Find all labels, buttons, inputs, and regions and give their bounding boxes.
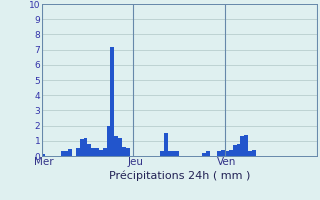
Bar: [206, 151, 210, 156]
Bar: [107, 126, 110, 156]
Bar: [118, 138, 122, 156]
Bar: [236, 144, 240, 156]
Bar: [172, 151, 175, 156]
Bar: [252, 150, 256, 156]
Bar: [103, 148, 107, 156]
Bar: [65, 151, 68, 156]
Bar: [217, 151, 221, 156]
Bar: [229, 150, 233, 156]
Bar: [225, 151, 229, 156]
Bar: [61, 151, 65, 156]
Bar: [95, 148, 99, 156]
Bar: [122, 147, 126, 156]
Bar: [168, 151, 172, 156]
Bar: [91, 148, 95, 156]
Bar: [80, 139, 84, 156]
Bar: [99, 150, 103, 156]
Bar: [114, 136, 118, 156]
Bar: [76, 148, 80, 156]
Bar: [160, 151, 164, 156]
Bar: [87, 144, 91, 156]
Bar: [233, 145, 236, 156]
Bar: [202, 153, 206, 156]
Bar: [84, 138, 87, 156]
Bar: [248, 151, 252, 156]
Bar: [221, 150, 225, 156]
Bar: [244, 135, 248, 156]
Bar: [175, 151, 179, 156]
Bar: [126, 148, 130, 156]
Bar: [240, 136, 244, 156]
X-axis label: Précipitations 24h ( mm ): Précipitations 24h ( mm ): [108, 170, 250, 181]
Bar: [110, 47, 114, 156]
Bar: [164, 133, 168, 156]
Bar: [42, 154, 45, 156]
Bar: [68, 149, 72, 156]
